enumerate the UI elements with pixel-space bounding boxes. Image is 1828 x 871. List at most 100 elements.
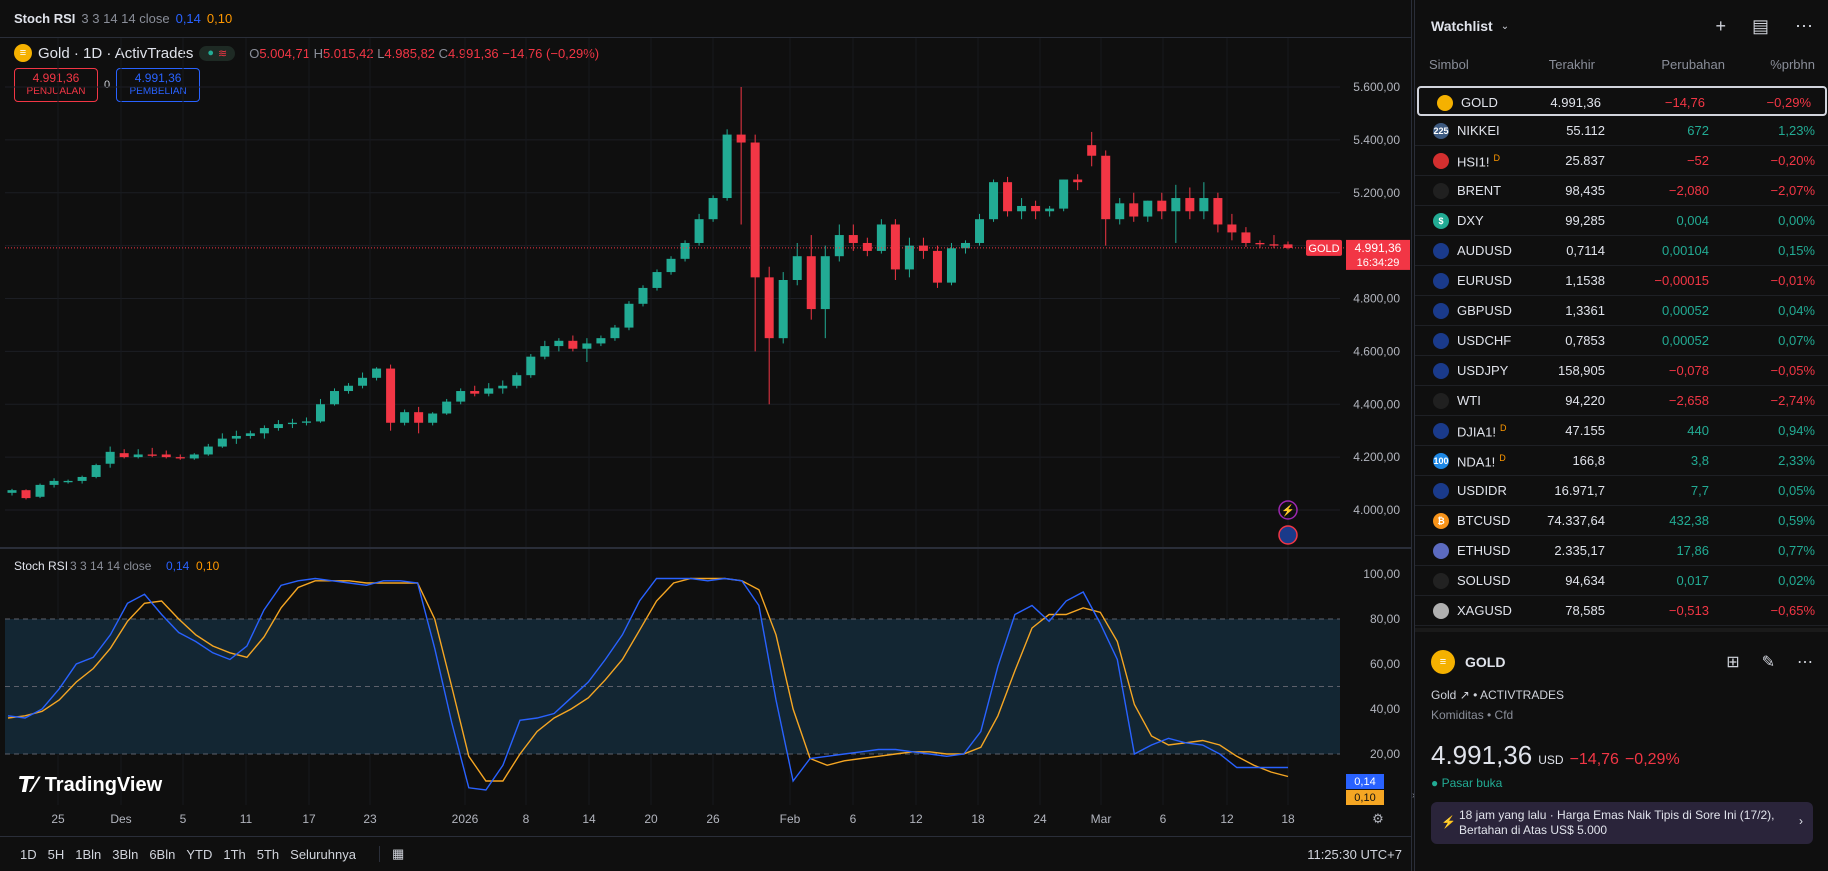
sell-button[interactable]: 4.991,36 PENJUALAN <box>14 68 98 102</box>
watchlist-row[interactable]: EURUSD 1,1538 −0,00015 −0,01% <box>1415 266 1828 296</box>
watchlist-title[interactable]: Watchlist <box>1431 18 1493 34</box>
candle-body <box>1241 232 1251 243</box>
watchlist-row[interactable]: GOLD 4.991,36 −14,76 −0,29% <box>1417 86 1827 116</box>
candle-body <box>77 476 87 481</box>
tf-1d[interactable]: 1D <box>20 846 37 862</box>
candle-body <box>820 256 830 310</box>
col-last[interactable]: Terakhir <box>1548 57 1595 72</box>
row-pct: 0,05% <box>1778 483 1815 498</box>
watchlist-row[interactable]: HSI1! D 25.837 −52 −0,20% <box>1415 146 1828 176</box>
symbol-title[interactable]: Gold · 1D · ActivTrades <box>38 44 194 62</box>
tf-5th[interactable]: 5Th <box>256 846 280 862</box>
row-symbol: EURUSD <box>1457 273 1512 288</box>
osc-d-tag: 0,10 <box>1354 792 1375 804</box>
symbol-details: ≡ GOLD ⊞ ✎ ⋯ Gold ↗ • ACTIVTRADES Komidi… <box>1415 628 1828 871</box>
watchlist-row[interactable]: USDJPY 158,905 −0,078 −0,05% <box>1415 356 1828 386</box>
more-icon[interactable]: ⋯ <box>1795 16 1813 36</box>
watchlist-row[interactable]: WTI 94,220 −2,658 −2,74% <box>1415 386 1828 416</box>
watchlist-row[interactable]: BRENT 98,435 −2,080 −2,07% <box>1415 176 1828 206</box>
time-axis-label: 5 <box>180 812 187 826</box>
candle-body <box>161 454 171 458</box>
watchlist-row[interactable]: USDIDR 16.971,7 7,7 0,05% <box>1415 476 1828 506</box>
candle-body <box>540 346 550 357</box>
watchlist-row[interactable]: SOLUSD 94,634 0,017 0,02% <box>1415 566 1828 596</box>
watchlist-row[interactable]: 100 NDA1! D 166,8 3,8 2,33% <box>1415 446 1828 476</box>
candle-body <box>1283 244 1293 248</box>
candle-body <box>1157 200 1167 212</box>
candle-body <box>932 250 942 283</box>
candle-body <box>1101 155 1111 220</box>
buy-button[interactable]: 4.991,36 PEMBELIAN <box>116 68 201 102</box>
watchlist-row[interactable]: ₿ BTCUSD 74.337,64 432,38 0,59% <box>1415 506 1828 536</box>
layout-table-icon[interactable]: ▤ <box>1751 16 1769 36</box>
tf-6bln[interactable]: 6Bln <box>149 846 176 862</box>
candle-body <box>456 391 466 402</box>
row-symbol: AUDUSD <box>1457 243 1512 258</box>
tf-ytd[interactable]: YTD <box>186 846 213 862</box>
delayed-badge: D <box>1493 153 1501 163</box>
topbar-indicator-name[interactable]: Stoch RSI <box>14 11 76 26</box>
news-item[interactable]: ⚡ 18 jam yang lalu · Harga Emas Naik Tip… <box>1431 802 1813 844</box>
row-symbol: DJIA1! D <box>1457 423 1507 440</box>
watchlist-row[interactable]: $ DXY 99,285 0,004 0,00% <box>1415 206 1828 236</box>
delayed-badge: D <box>1499 453 1506 463</box>
edit-icon[interactable]: ✎ <box>1761 654 1775 671</box>
market-status-pill[interactable]: ● ≋ <box>199 45 236 61</box>
time-axis-label: 20 <box>644 812 658 826</box>
delayed-badge: D <box>1500 423 1507 433</box>
details-symbol[interactable]: GOLD <box>1465 654 1506 670</box>
collapse-panel-icon[interactable]: › <box>1412 790 1420 810</box>
row-change: 672 <box>1687 123 1709 138</box>
watchlist-row[interactable]: XAGUSD 78,585 −0,513 −0,65% <box>1415 596 1828 626</box>
row-symbol: USDJPY <box>1457 363 1509 378</box>
watchlist-row[interactable]: USDCHF 0,7853 0,00052 0,07% <box>1415 326 1828 356</box>
chevron-down-icon[interactable]: ⌄ <box>1500 20 1510 32</box>
details-header: ≡ GOLD <box>1431 650 1505 674</box>
tf-1th[interactable]: 1Th <box>223 846 246 862</box>
candle-body <box>63 480 73 483</box>
candle-body <box>554 340 564 347</box>
row-pct: 0,07% <box>1778 333 1815 348</box>
tf-all[interactable]: Seluruhnya <box>290 846 356 862</box>
candle-body <box>301 421 311 423</box>
tf-5h[interactable]: 5H <box>47 846 65 862</box>
more-icon[interactable]: ⋯ <box>1797 654 1813 671</box>
candle-body <box>610 327 620 339</box>
tf-3bln[interactable]: 3Bln <box>112 846 139 862</box>
row-change: −0,513 <box>1668 603 1709 618</box>
settings-gear-icon[interactable]: ⚙ <box>1372 811 1384 826</box>
grid-icon[interactable]: ⊞ <box>1726 654 1740 671</box>
stoch-k-line <box>7 577 1288 791</box>
external-link-icon[interactable]: ↗ <box>1459 688 1470 702</box>
chart-canvas[interactable]: 5.600,005.400,005.200,005.000,004.800,00… <box>0 0 1412 836</box>
row-pct: 1,23% <box>1778 123 1815 138</box>
row-change: 0,00104 <box>1662 243 1709 258</box>
topbar-indicator-params: 3 3 14 14 close <box>81 11 170 26</box>
candle-body <box>736 134 746 143</box>
col-change[interactable]: Perubahan <box>1661 57 1725 72</box>
drop-icon <box>1433 393 1449 409</box>
candle-body <box>400 412 410 423</box>
candle-body <box>147 454 157 456</box>
row-symbol: NIKKEI <box>1457 123 1500 138</box>
tf-1bln[interactable]: 1Bln <box>75 846 102 862</box>
c-label: C <box>438 45 449 61</box>
details-name[interactable]: Gold <box>1431 688 1457 702</box>
clock[interactable]: 11:25:30 UTC+7 <box>1307 847 1402 862</box>
add-symbol-icon[interactable]: + <box>1715 16 1726 36</box>
chart-area[interactable]: Stoch RSI 3 3 14 14 close 0,14 0,10 ≡ Go… <box>0 0 1412 871</box>
watchlist-row[interactable]: ETHUSD 2.335,17 17,86 0,77% <box>1415 536 1828 566</box>
col-symbol[interactable]: Simbol <box>1429 57 1469 72</box>
col-pct[interactable]: %prbhn <box>1770 57 1815 72</box>
price-tag-value: 4.991,36 <box>1355 241 1402 255</box>
calendar-icon[interactable]: ▦ <box>378 846 404 862</box>
watchlist-row[interactable]: GBPUSD 1,3361 0,00052 0,04% <box>1415 296 1828 326</box>
silver-icon <box>1433 603 1449 619</box>
row-change: 3,8 <box>1690 453 1709 468</box>
watchlist-row[interactable]: AUDUSD 0,7114 0,00104 0,15% <box>1415 236 1828 266</box>
event-bolt-icon <box>1278 500 1298 520</box>
osc-axis-label: 60,00 <box>1370 657 1400 671</box>
watchlist-row[interactable]: 225 NIKKEI 55.112 672 1,23% <box>1415 116 1828 146</box>
time-axis-label: 11 <box>240 812 253 826</box>
watchlist-row[interactable]: DJIA1! D 47.155 440 0,94% <box>1415 416 1828 446</box>
